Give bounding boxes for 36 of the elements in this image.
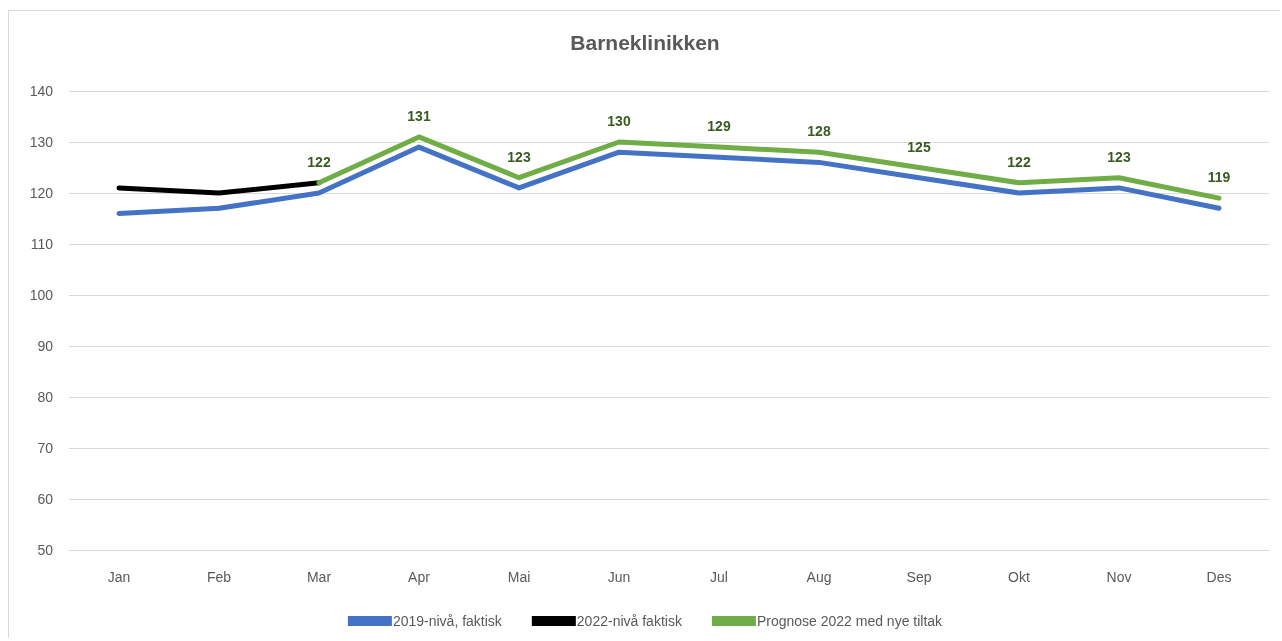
y-tick-label: 100	[29, 287, 54, 303]
legend-label: 2019-nivå, faktisk	[392, 613, 503, 629]
x-tick-label: Feb	[206, 569, 232, 585]
x-tick-label: Des	[1206, 569, 1232, 585]
y-tick-label: 130	[29, 134, 54, 150]
x-tick-label: Jul	[710, 569, 728, 585]
y-tick-label: 90	[37, 338, 54, 354]
chart-title: Barneklinikken	[570, 31, 720, 54]
y-tick-label: 110	[30, 236, 54, 252]
x-tick-label: Sep	[906, 569, 932, 585]
x-tick-label: Jan	[107, 569, 131, 585]
data-label: 119	[1207, 169, 1231, 186]
data-label: 128	[807, 123, 831, 140]
y-tick-label: 120	[29, 185, 54, 201]
x-tick-label: Okt	[1008, 569, 1030, 585]
data-label: 129	[707, 118, 731, 135]
data-label: 122	[1007, 153, 1031, 170]
data-label: 131	[407, 107, 431, 124]
legend-label: 2022-nivå faktisk	[576, 613, 683, 629]
x-tick-label: Mai	[507, 569, 531, 585]
y-tick-label: 60	[37, 491, 54, 507]
legend-label: Prognose 2022 med nye tiltak	[756, 613, 944, 629]
x-tick-label: Mar	[306, 569, 332, 585]
x-tick-label: Aug	[806, 569, 832, 585]
y-tick-label: 140	[29, 83, 54, 99]
y-tick-label: 80	[37, 389, 54, 405]
y-tick-label: 70	[37, 440, 54, 456]
x-tick-label: Apr	[408, 569, 431, 585]
x-tick-label: Jun	[607, 569, 631, 585]
data-label: 125	[907, 138, 931, 155]
x-tick-label: Nov	[1106, 569, 1132, 585]
data-label: 123	[507, 148, 531, 165]
y-tick-label: 50	[37, 542, 54, 558]
data-label: 122	[307, 153, 331, 170]
data-label: 130	[607, 113, 631, 129]
data-label: 123	[1107, 148, 1131, 165]
